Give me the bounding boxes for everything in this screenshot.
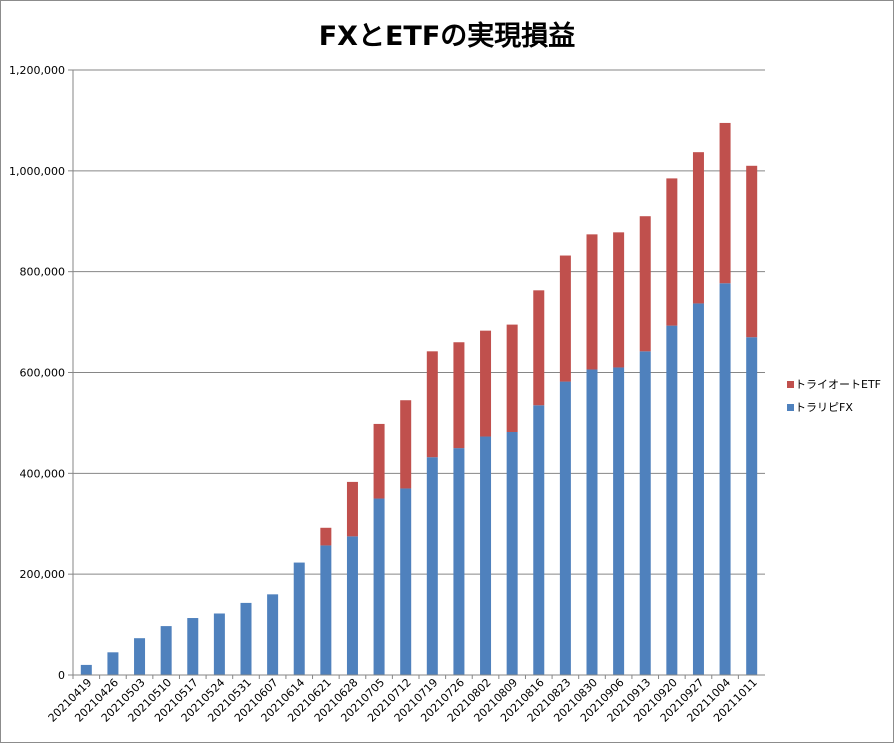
bar-fx bbox=[719, 283, 731, 675]
y-tick-label: 800,000 bbox=[20, 266, 66, 279]
bar-etf bbox=[692, 152, 704, 304]
bar-etf bbox=[400, 400, 412, 489]
bar-etf bbox=[453, 342, 465, 449]
axes bbox=[72, 70, 765, 679]
y-tick-label: 400,000 bbox=[20, 467, 66, 480]
bar-fx bbox=[639, 351, 651, 675]
bar-etf bbox=[559, 255, 571, 382]
y-tick-label: 1,000,000 bbox=[9, 165, 65, 178]
legend: トライオートETF トラリピFX bbox=[787, 378, 881, 414]
bar-fx bbox=[160, 626, 172, 675]
bar-fx bbox=[134, 638, 146, 675]
bar-fx bbox=[586, 369, 598, 675]
bar-fx bbox=[320, 545, 332, 675]
bar-etf bbox=[746, 165, 758, 338]
bar-etf bbox=[719, 122, 731, 284]
bar-fx bbox=[240, 602, 252, 675]
bar-fx bbox=[426, 457, 438, 675]
bar-etf bbox=[480, 330, 492, 437]
y-axis-tick-labels: 0 200,000 400,000 600,000 800,000 1,000,000 1,… bbox=[9, 64, 65, 682]
bar-fx bbox=[267, 594, 279, 675]
bar-etf bbox=[426, 351, 438, 458]
legend-swatch-etf bbox=[787, 381, 794, 388]
bar-fx bbox=[453, 448, 465, 675]
bar-etf bbox=[639, 216, 651, 352]
bar-fx bbox=[692, 303, 704, 675]
chart-title: FXとETFの実現損益 bbox=[318, 21, 576, 52]
bar-etf bbox=[533, 290, 545, 406]
bar-etf bbox=[666, 178, 678, 326]
gridlines bbox=[68, 69, 765, 676]
bar-fx bbox=[80, 664, 92, 675]
bar-etf bbox=[373, 423, 385, 499]
bar-fx bbox=[480, 436, 492, 675]
bar-fx bbox=[213, 613, 225, 675]
bar-etf bbox=[613, 232, 625, 368]
bar-fx bbox=[346, 536, 358, 675]
bar-etf bbox=[320, 527, 332, 546]
y-tick-label: 200,000 bbox=[20, 568, 66, 581]
legend-label-etf: トライオートETF bbox=[795, 378, 881, 391]
bar-etf bbox=[506, 324, 518, 432]
bars bbox=[80, 122, 758, 675]
bar-fx bbox=[107, 652, 119, 675]
legend-swatch-fx bbox=[787, 404, 794, 411]
bar-fx bbox=[293, 562, 305, 675]
bar-etf bbox=[346, 481, 358, 537]
y-tick-label: 0 bbox=[58, 669, 65, 682]
bar-fx bbox=[533, 405, 545, 675]
bar-fx bbox=[559, 381, 571, 675]
legend-label-fx: トラリピFX bbox=[795, 401, 853, 414]
y-tick-label: 1,200,000 bbox=[9, 64, 65, 77]
bar-fx bbox=[400, 488, 412, 675]
bar-fx bbox=[746, 337, 758, 675]
bar-fx bbox=[506, 431, 518, 675]
y-tick-label: 600,000 bbox=[20, 367, 66, 380]
bar-fx bbox=[373, 498, 385, 675]
bar-fx bbox=[187, 618, 199, 675]
x-axis-tick-labels: 2021041920210426202105032021051020210517… bbox=[46, 676, 760, 725]
bar-etf bbox=[586, 234, 598, 370]
bar-fx bbox=[666, 325, 678, 675]
bar-fx bbox=[613, 367, 625, 675]
